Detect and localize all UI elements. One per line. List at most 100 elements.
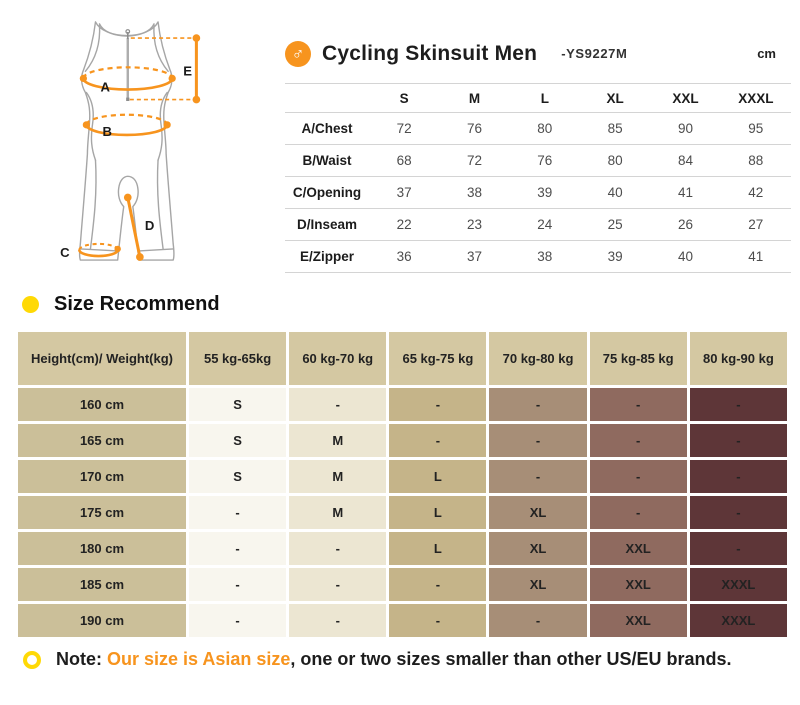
size-cell: - <box>389 424 487 457</box>
size-cell: - <box>289 568 387 601</box>
size-cell: - <box>189 496 287 529</box>
weight-col-header: 55 kg-65kg <box>189 332 287 385</box>
right-armhole-line <box>153 24 169 73</box>
bullet-ring-icon <box>23 650 41 669</box>
chest-ellipse-front <box>82 78 174 91</box>
size-cell: - <box>689 424 787 457</box>
note-label: Note: <box>56 649 107 669</box>
size-cell: XXXL <box>689 568 787 601</box>
recommend-row: 185 cm - - - XL XXL XXXL <box>18 568 787 601</box>
note-highlight: Our size is Asian size <box>107 649 291 669</box>
measurement-value: 95 <box>720 112 791 145</box>
opening-ellipse-front <box>78 249 119 258</box>
size-cell: XXL <box>589 532 687 565</box>
size-recommend-title: Size Recommend <box>54 293 220 315</box>
measurement-value: 72 <box>369 112 440 145</box>
size-cell: - <box>489 460 587 493</box>
measurement-row: D/Inseam 22 23 24 25 26 27 <box>285 208 791 241</box>
measurement-value: 36 <box>369 240 440 273</box>
measurement-value: 39 <box>579 240 651 273</box>
weight-col-header: 75 kg-85 kg <box>589 332 687 385</box>
label-opening: C <box>60 245 70 260</box>
size-cell: - <box>589 388 687 421</box>
size-cell: - <box>189 532 287 565</box>
right-side-seam <box>157 91 168 161</box>
measurement-value: 76 <box>509 144 580 177</box>
measure-endpoints <box>79 34 201 261</box>
recommend-corner-header: Height(cm)/ Weight(kg) <box>18 332 186 385</box>
measurement-value: 38 <box>439 176 510 209</box>
measurement-value: 27 <box>720 208 791 241</box>
measurement-value: 25 <box>579 208 651 241</box>
size-cell: - <box>689 532 787 565</box>
size-col-header: XL <box>579 84 651 113</box>
bullet-dot-icon <box>22 296 39 313</box>
male-icon: ♂ <box>285 40 311 67</box>
size-cell: M <box>289 496 387 529</box>
size-cell: - <box>389 568 487 601</box>
height-label: 160 cm <box>18 388 186 421</box>
size-cell: - <box>289 532 387 565</box>
height-label: 180 cm <box>18 532 186 565</box>
size-cell: L <box>389 460 487 493</box>
size-cell: - <box>189 604 287 637</box>
size-cell: - <box>389 388 487 421</box>
size-col-header: S <box>369 84 440 113</box>
measurement-value: 23 <box>439 208 510 241</box>
note-row: Note: Our size is Asian size, one or two… <box>23 649 788 670</box>
size-col-header: L <box>509 84 580 113</box>
size-cell: - <box>589 424 687 457</box>
label-waist: B <box>103 124 112 139</box>
size-cell: - <box>689 496 787 529</box>
unit-label: cm <box>757 46 776 61</box>
measurement-value: 41 <box>720 240 791 273</box>
size-cell: - <box>289 388 387 421</box>
size-cell: XL <box>489 532 587 565</box>
size-col-header: XXL <box>650 84 721 113</box>
measurement-row: E/Zipper 36 37 38 39 40 41 <box>285 240 791 273</box>
measurement-value: 41 <box>650 176 721 209</box>
height-label: 175 cm <box>18 496 186 529</box>
measurement-value: 37 <box>369 176 440 209</box>
measurement-value: 88 <box>720 144 791 177</box>
left-armhole-line <box>84 24 101 73</box>
size-cell: XL <box>489 568 587 601</box>
size-cell: L <box>389 532 487 565</box>
measurement-header-row: S M L XL XXL XXXL <box>285 84 791 113</box>
measurement-corner-cell <box>285 84 369 113</box>
measurement-label: E/Zipper <box>285 240 369 273</box>
product-header: ♂ Cycling Skinsuit Men -YS9227M cm <box>285 0 791 84</box>
label-inseam: D <box>145 218 154 233</box>
size-cell: XXL <box>589 604 687 637</box>
size-cell: - <box>489 604 587 637</box>
measurement-value: 76 <box>439 112 510 145</box>
measurement-row: A/Chest 72 76 80 85 90 95 <box>285 112 791 145</box>
measurement-label: C/Opening <box>285 176 369 209</box>
collar-inner-line <box>98 23 155 37</box>
left-cuff-line <box>79 248 119 252</box>
measurement-table: S M L XL XXL XXXL A/Chest 72 76 80 85 90… <box>285 84 791 273</box>
size-cell: - <box>689 388 787 421</box>
left-side-seam <box>85 91 97 161</box>
size-cell: XXL <box>589 568 687 601</box>
weight-col-header: 65 kg-75 kg <box>389 332 487 385</box>
note-text: Note: Our size is Asian size, one or two… <box>56 649 732 670</box>
height-label: 190 cm <box>18 604 186 637</box>
measurement-value: 40 <box>650 240 721 273</box>
weight-col-header: 60 kg-70 kg <box>289 332 387 385</box>
recommend-header-row: Height(cm)/ Weight(kg) 55 kg-65kg 60 kg-… <box>18 332 787 385</box>
size-cell: - <box>389 604 487 637</box>
size-col-header: M <box>439 84 510 113</box>
right-leg-seam <box>156 159 164 250</box>
chest-ellipse-back <box>82 66 174 79</box>
size-col-header: XXXL <box>720 84 791 113</box>
size-cell: - <box>189 568 287 601</box>
measurement-value: 90 <box>650 112 721 145</box>
measurement-label: D/Inseam <box>285 208 369 241</box>
recommend-row: 180 cm - - L XL XXL - <box>18 532 787 565</box>
weight-col-header: 80 kg-90 kg <box>689 332 787 385</box>
weight-col-header: 70 kg-80 kg <box>489 332 587 385</box>
spec-section: ♂ Cycling Skinsuit Men -YS9227M cm S M L… <box>285 0 791 273</box>
size-recommend-heading: Size Recommend <box>22 293 220 316</box>
height-label: 185 cm <box>18 568 186 601</box>
